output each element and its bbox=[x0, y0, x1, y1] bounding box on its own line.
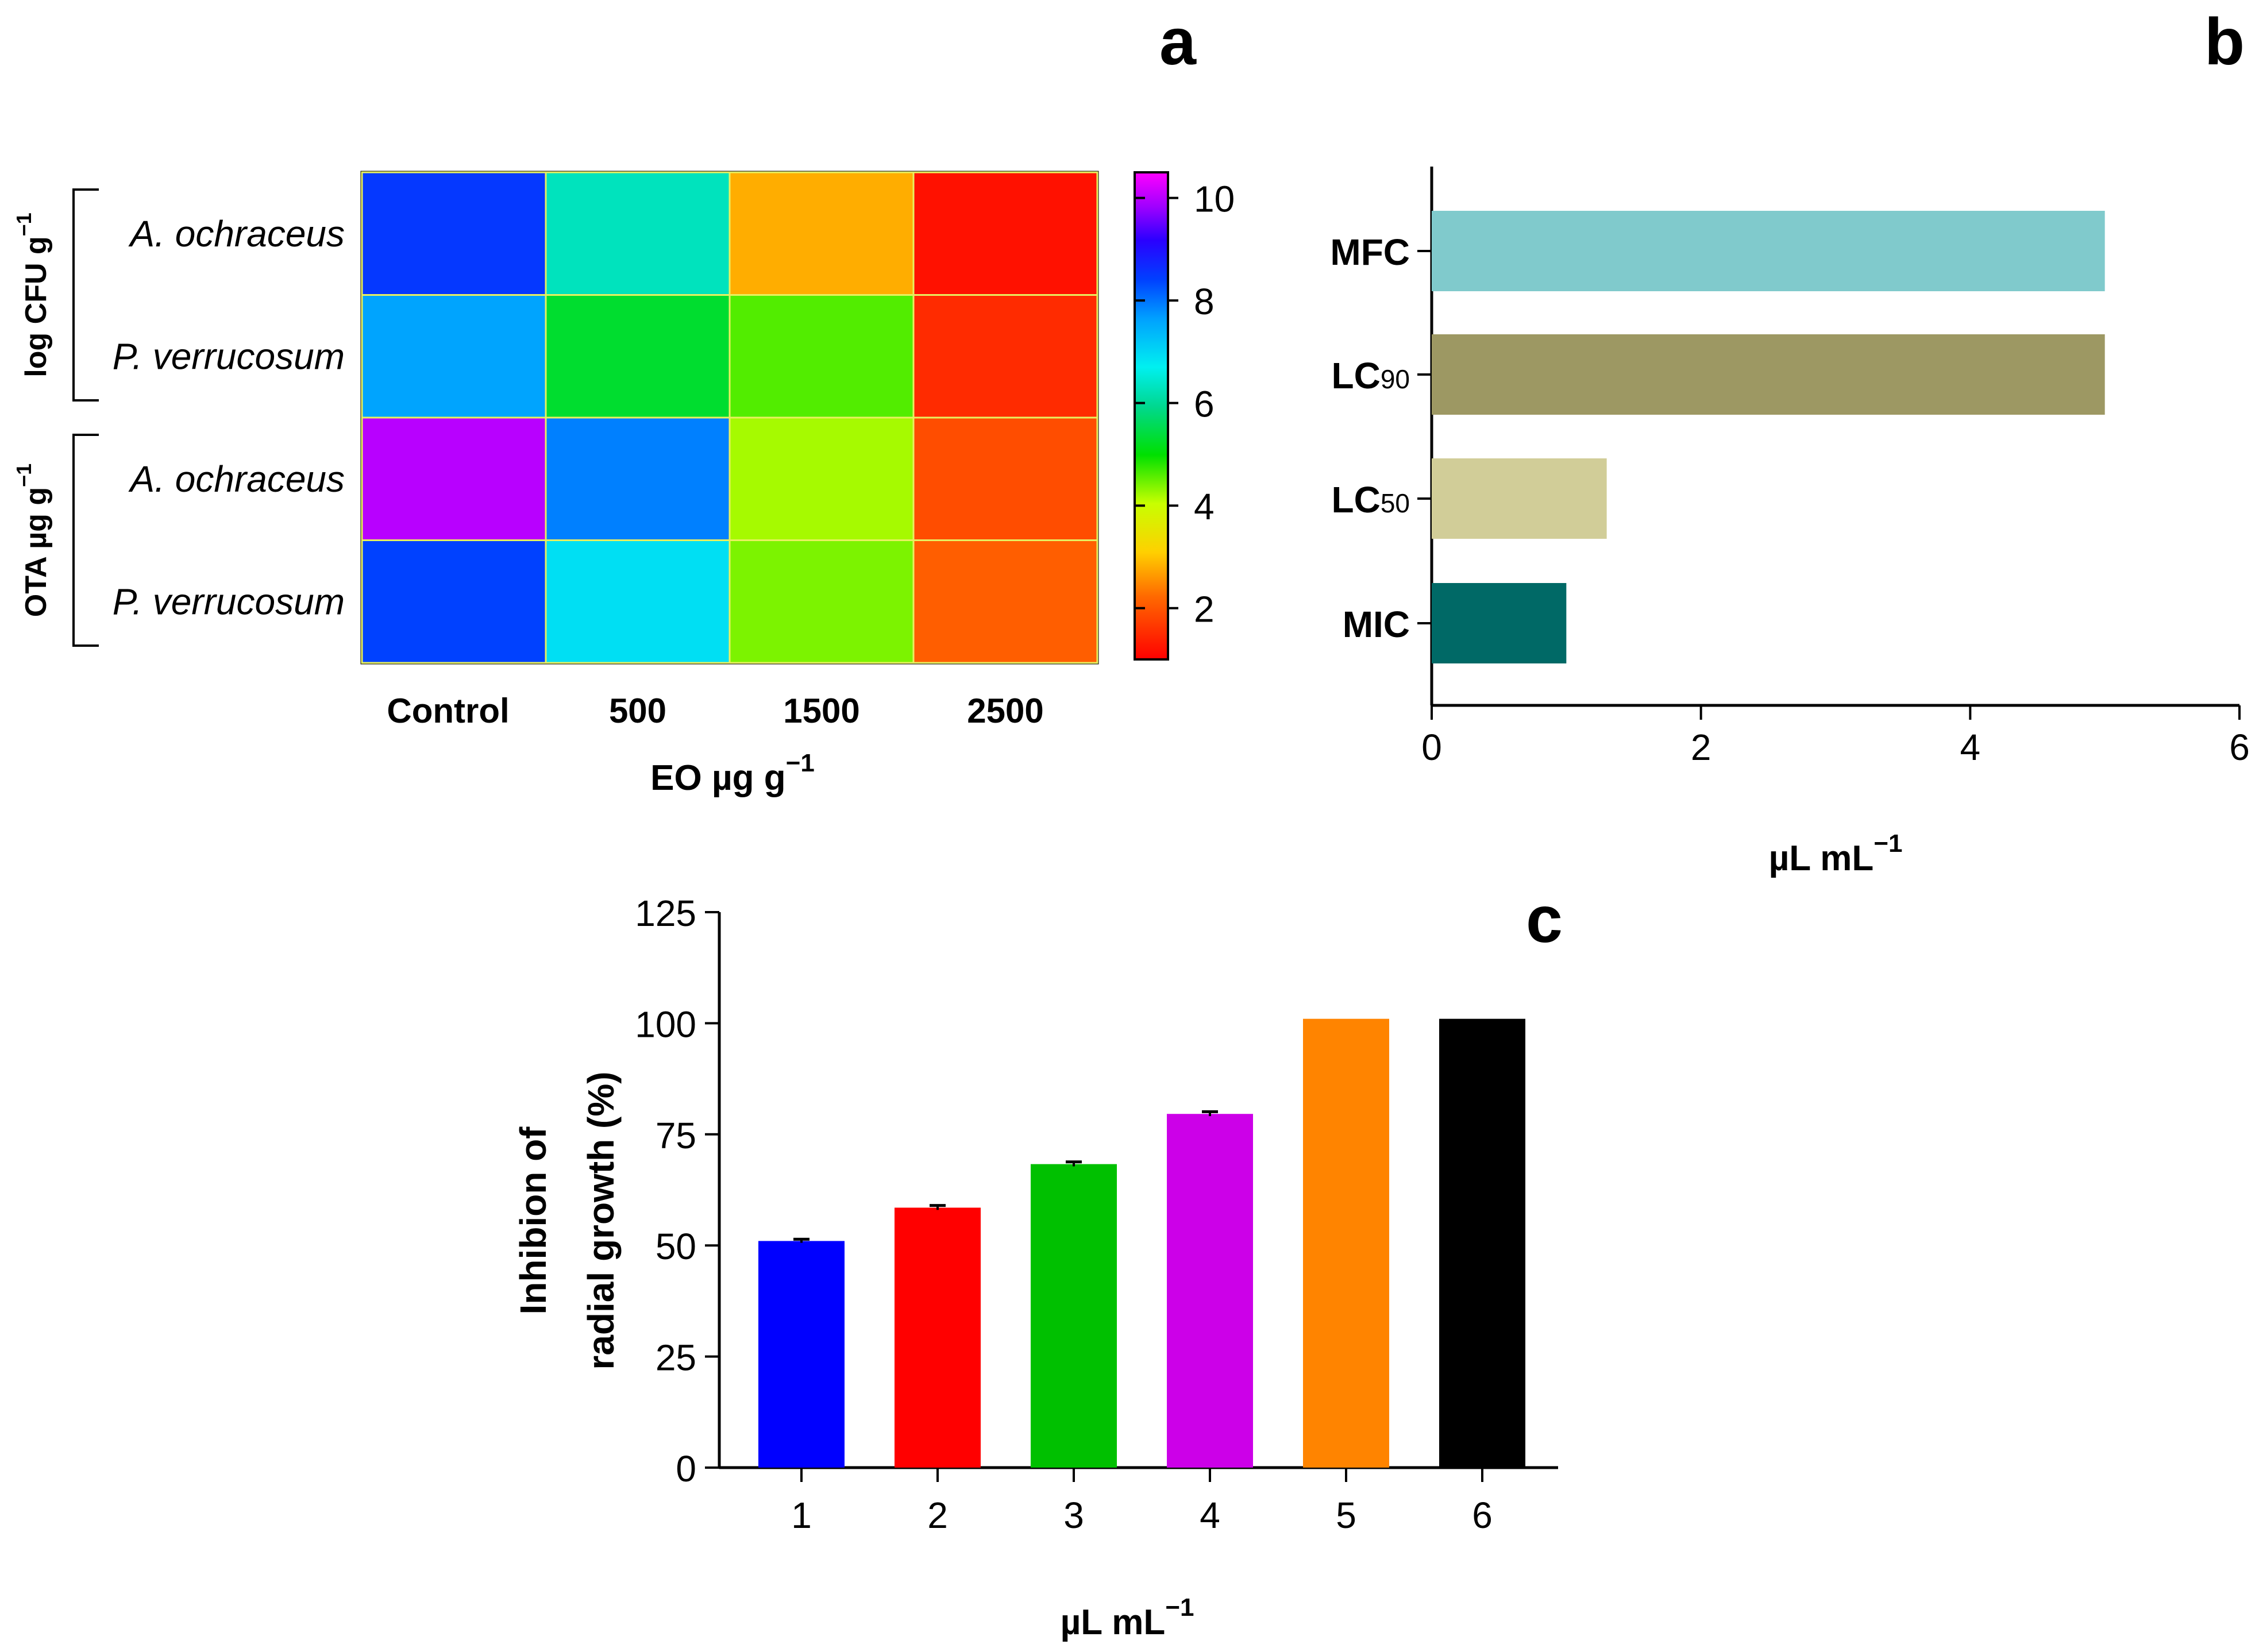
panel-label-b: b bbox=[2204, 5, 2245, 79]
heatmap-cell bbox=[545, 539, 731, 664]
vbar-bar bbox=[1439, 1018, 1525, 1468]
heatmap-cell bbox=[912, 294, 1098, 419]
vbar-x-tick-label: 5 bbox=[1336, 1495, 1356, 1536]
heatmap-cell bbox=[728, 539, 915, 664]
heatmap-cell bbox=[912, 539, 1098, 664]
hbar-bar bbox=[1432, 583, 1567, 663]
heatmap-row-label: A. ochraceus bbox=[128, 458, 345, 500]
heatmap-column-labels: Control 500 1500 2500 bbox=[387, 692, 1043, 730]
hbar-x-tick-label: 2 bbox=[1691, 727, 1711, 768]
hbar-category-sub: 50 bbox=[1381, 488, 1410, 518]
vbar-x-tick-label: 4 bbox=[1200, 1495, 1220, 1536]
hbar-x-tick-label: 4 bbox=[1960, 727, 1981, 768]
hbar-category-main: MIC bbox=[1343, 604, 1410, 645]
vbar-bar bbox=[1303, 1018, 1389, 1468]
heatmap-cell bbox=[728, 416, 915, 541]
row-group-label-sup: −1 bbox=[12, 464, 36, 487]
row-group-label: log CFU g−1 bbox=[12, 213, 53, 377]
row-group-label-text: log CFU g bbox=[20, 236, 53, 377]
hbar-category-label: MFC bbox=[1330, 231, 1410, 273]
hbar-category-label: MIC bbox=[1343, 604, 1410, 645]
row-group-bracket bbox=[72, 188, 99, 402]
row-group-bracket bbox=[72, 434, 99, 647]
vbar-y-tick-label: 125 bbox=[635, 893, 696, 934]
vbar-x-tick-label: 1 bbox=[791, 1495, 812, 1536]
vbar-x-tick-label: 2 bbox=[927, 1495, 948, 1536]
colorbar-tick-label: 8 bbox=[1194, 281, 1215, 322]
vbar-axes bbox=[718, 912, 1558, 1469]
hbar-bar bbox=[1432, 334, 2105, 415]
vbar-ylabel-line1: Inhibion of bbox=[512, 1126, 554, 1315]
heatmap-cell bbox=[361, 416, 547, 541]
heatmap-cells bbox=[361, 171, 1098, 664]
heatmap-row-label: P. verrucosum bbox=[113, 581, 345, 622]
colorbar-tick-label: 10 bbox=[1194, 179, 1235, 220]
vbar-x-tick-label: 6 bbox=[1472, 1495, 1493, 1536]
hbar-bars bbox=[1432, 211, 2105, 663]
colorbar-tick-label: 4 bbox=[1194, 486, 1215, 527]
vbar-xlabel: µL mL−1 bbox=[1061, 1593, 1194, 1642]
hbar-category-label: LC50 bbox=[1332, 479, 1410, 520]
vbar-bar bbox=[758, 1241, 845, 1468]
hbar-bar bbox=[1432, 211, 2105, 291]
hbar-category-main: MFC bbox=[1330, 231, 1410, 273]
heatmap-cell bbox=[545, 294, 731, 419]
heatmap-cell bbox=[912, 171, 1098, 296]
heatmap-column-label: 500 bbox=[609, 692, 666, 730]
colorbar bbox=[1134, 171, 1169, 661]
heatmap-cell bbox=[912, 416, 1098, 541]
heatmap-row-labels: A. ochraceus P. verrucosum A. ochraceus P. … bbox=[113, 213, 345, 623]
row-group-label: OTA µg g−1 bbox=[12, 464, 53, 617]
hbar-bar bbox=[1432, 458, 1607, 539]
colorbar-tick-label: 6 bbox=[1194, 384, 1215, 425]
heatmap-cell bbox=[545, 416, 731, 541]
heatmap-column-label: Control bbox=[387, 692, 509, 730]
panel-label-a: a bbox=[1159, 5, 1197, 79]
heatmap-cell bbox=[361, 294, 547, 419]
hbar-x-tick-label: 0 bbox=[1421, 727, 1442, 768]
vbar-bars bbox=[758, 1018, 1525, 1468]
heatmap-column-label: 1500 bbox=[783, 692, 859, 730]
hbar-category-sub: 90 bbox=[1381, 364, 1410, 394]
row-group-label-text: OTA µg g bbox=[20, 487, 53, 617]
hbar-category-label: LC90 bbox=[1332, 355, 1410, 396]
heatmap-row-label: A. ochraceus bbox=[128, 213, 345, 254]
vbar-bar bbox=[1031, 1164, 1117, 1468]
row-group-label-sup: −1 bbox=[12, 213, 36, 236]
heatmap-xlabel: EO µg g−1 bbox=[650, 749, 815, 798]
vbar-y-tick-label: 50 bbox=[656, 1226, 696, 1267]
heatmap-cell bbox=[545, 171, 731, 296]
vbar-ylabel-line2: radial growth (%) bbox=[580, 1071, 622, 1369]
colorbar-tick-label: 2 bbox=[1194, 589, 1215, 630]
hbar-x-tick-label: 6 bbox=[2229, 727, 2250, 768]
heatmap-cell bbox=[361, 171, 547, 296]
vbar-y-tick-label: 25 bbox=[656, 1337, 696, 1379]
vbar-ticks: 0 25 50 75 100 125 1 2 3 4 5 6 bbox=[635, 893, 1493, 1536]
hbar-category-main: LC bbox=[1332, 479, 1381, 520]
vbar-y-tick-label: 100 bbox=[635, 1003, 696, 1045]
vbar-bar bbox=[1167, 1114, 1253, 1468]
heatmap-cell bbox=[361, 539, 547, 664]
vbar-bar bbox=[895, 1207, 981, 1468]
heatmap-cell bbox=[728, 294, 915, 419]
heatmap-column-label: 2500 bbox=[967, 692, 1043, 730]
panel-label-c: c bbox=[1526, 883, 1563, 956]
heatmap-row-label: P. verrucosum bbox=[113, 335, 345, 377]
hbar-xlabel: µL mL−1 bbox=[1769, 829, 1903, 878]
hbar-category-main: LC bbox=[1332, 355, 1381, 396]
vbar-x-tick-label: 3 bbox=[1063, 1495, 1084, 1536]
vbar-y-tick-label: 75 bbox=[656, 1115, 696, 1156]
vbar-y-tick-label: 0 bbox=[676, 1448, 696, 1489]
colorbar-ticks: 2 4 6 8 10 bbox=[1135, 179, 1235, 630]
heatmap-cell bbox=[728, 171, 915, 296]
